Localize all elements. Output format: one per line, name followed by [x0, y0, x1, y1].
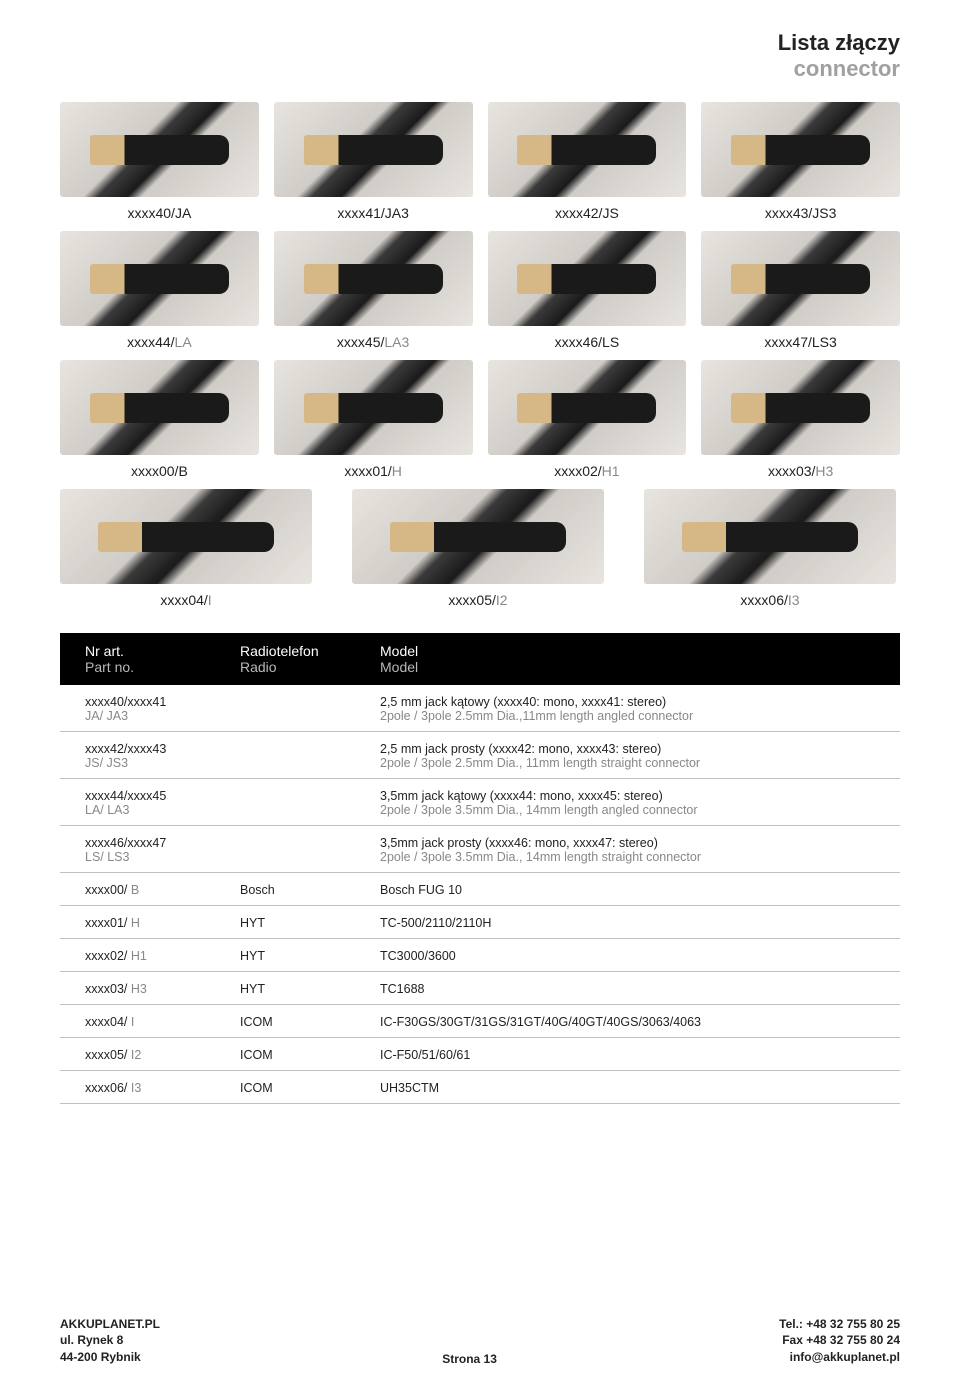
footer-right: Tel.: +48 32 755 80 25 Fax +48 32 755 80…: [779, 1316, 900, 1366]
table-row: xxxx04/ IICOMIC-F30GS/30GT/31GS/31GT/40G…: [60, 1005, 900, 1038]
grid-row-1: xxxx40/JA xxxx41/JA3 xxxx42/JS xxxx43/JS3: [60, 102, 900, 221]
connector-thumb: [488, 102, 687, 197]
connector-caption: xxxx06/I3: [644, 592, 896, 608]
connector-cell: xxxx04/I: [60, 489, 312, 608]
connector-cell: xxxx02/H1: [488, 360, 687, 479]
connector-cell: xxxx42/JS: [488, 102, 687, 221]
connector-thumb: [274, 231, 473, 326]
table-row: xxxx02/ H1HYTTC3000/3600: [60, 939, 900, 972]
connector-thumb: [60, 360, 259, 455]
footer-page-number: Strona 13: [160, 1352, 779, 1366]
connector-cell: xxxx41/JA3: [274, 102, 473, 221]
connector-grid: xxxx40/JA xxxx41/JA3 xxxx42/JS xxxx43/JS3 x…: [60, 102, 900, 608]
grid-row-4: xxxx04/I xxxx05/I2 xxxx06/I3: [60, 489, 900, 608]
connector-caption: xxxx45/LA3: [274, 334, 473, 350]
table-row: xxxx42/xxxx43JS/ JS32,5 mm jack prosty (…: [60, 732, 900, 779]
connector-caption: xxxx44/LA: [60, 334, 259, 350]
th-art-en: Part no.: [85, 659, 240, 675]
th-model-pl: Model: [380, 643, 900, 659]
page-footer: AKKUPLANET.PL ul. Rynek 8 44-200 Rybnik …: [60, 1316, 900, 1366]
connector-cell: xxxx46/LS: [488, 231, 687, 350]
connector-thumb: [274, 360, 473, 455]
footer-city: 44-200 Rybnik: [60, 1349, 160, 1366]
connector-thumb: [488, 231, 687, 326]
grid-row-3: xxxx00/B xxxx01/H xxxx02/H1 xxxx03/H3: [60, 360, 900, 479]
th-radio-en: Radio: [240, 659, 380, 675]
table-row: xxxx40/xxxx41JA/ JA32,5 mm jack kątowy (…: [60, 685, 900, 732]
connector-caption: xxxx41/JA3: [274, 205, 473, 221]
th-radio-pl: Radiotelefon: [240, 643, 380, 659]
table-header: Nr art. Part no. Radiotelefon Radio Mode…: [60, 633, 900, 685]
connector-caption: xxxx03/H3: [701, 463, 900, 479]
connector-table: Nr art. Part no. Radiotelefon Radio Mode…: [60, 633, 900, 1104]
connector-cell: xxxx47/LS3: [701, 231, 900, 350]
grid-row-2: xxxx44/LA xxxx45/LA3 xxxx46/LS xxxx47/LS3: [60, 231, 900, 350]
connector-thumb: [488, 360, 687, 455]
th-art-pl: Nr art.: [85, 643, 240, 659]
connector-thumb: [60, 102, 259, 197]
title-pl: Lista złączy: [60, 30, 900, 56]
table-body: xxxx40/xxxx41JA/ JA32,5 mm jack kątowy (…: [60, 685, 900, 1104]
table-row: xxxx00/ BBoschBosch FUG 10: [60, 873, 900, 906]
connector-cell: xxxx40/JA: [60, 102, 259, 221]
connector-caption: xxxx02/H1: [488, 463, 687, 479]
connector-cell: xxxx45/LA3: [274, 231, 473, 350]
connector-caption: xxxx04/I: [60, 592, 312, 608]
connector-caption: xxxx01/H: [274, 463, 473, 479]
footer-street: ul. Rynek 8: [60, 1332, 160, 1349]
table-row: xxxx05/ I2ICOMIC-F50/51/60/61: [60, 1038, 900, 1071]
footer-tel: Tel.: +48 32 755 80 25: [779, 1316, 900, 1333]
footer-email: info@akkuplanet.pl: [779, 1349, 900, 1366]
connector-thumb: [352, 489, 604, 584]
connector-cell: xxxx00/B: [60, 360, 259, 479]
connector-thumb: [60, 489, 312, 584]
connector-cell: xxxx03/H3: [701, 360, 900, 479]
table-row: xxxx03/ H3HYTTC1688: [60, 972, 900, 1005]
connector-caption: xxxx00/B: [60, 463, 259, 479]
connector-caption: xxxx43/JS3: [701, 205, 900, 221]
connector-thumb: [701, 102, 900, 197]
connector-thumb: [274, 102, 473, 197]
table-row: xxxx06/ I3ICOMUH35CTM: [60, 1071, 900, 1104]
connector-caption: xxxx47/LS3: [701, 334, 900, 350]
connector-cell: xxxx05/I2: [352, 489, 604, 608]
table-row: xxxx44/xxxx45LA/ LA33,5mm jack kątowy (x…: [60, 779, 900, 826]
connector-thumb: [60, 231, 259, 326]
footer-company: AKKUPLANET.PL: [60, 1316, 160, 1333]
connector-caption: xxxx40/JA: [60, 205, 259, 221]
connector-cell: xxxx06/I3: [644, 489, 896, 608]
connector-cell: xxxx44/LA: [60, 231, 259, 350]
connector-cell: xxxx01/H: [274, 360, 473, 479]
connector-thumb: [701, 231, 900, 326]
connector-thumb: [701, 360, 900, 455]
connector-cell: xxxx43/JS3: [701, 102, 900, 221]
table-row: xxxx01/ HHYTTC-500/2110/2110H: [60, 906, 900, 939]
connector-thumb: [644, 489, 896, 584]
footer-left: AKKUPLANET.PL ul. Rynek 8 44-200 Rybnik: [60, 1316, 160, 1366]
footer-fax: Fax +48 32 755 80 24: [779, 1332, 900, 1349]
table-row: xxxx46/xxxx47LS/ LS33,5mm jack prosty (x…: [60, 826, 900, 873]
title-en: connector: [60, 56, 900, 82]
connector-caption: xxxx46/LS: [488, 334, 687, 350]
connector-caption: xxxx42/JS: [488, 205, 687, 221]
page-header: Lista złączy connector: [60, 30, 900, 82]
connector-caption: xxxx05/I2: [352, 592, 604, 608]
th-model-en: Model: [380, 659, 900, 675]
